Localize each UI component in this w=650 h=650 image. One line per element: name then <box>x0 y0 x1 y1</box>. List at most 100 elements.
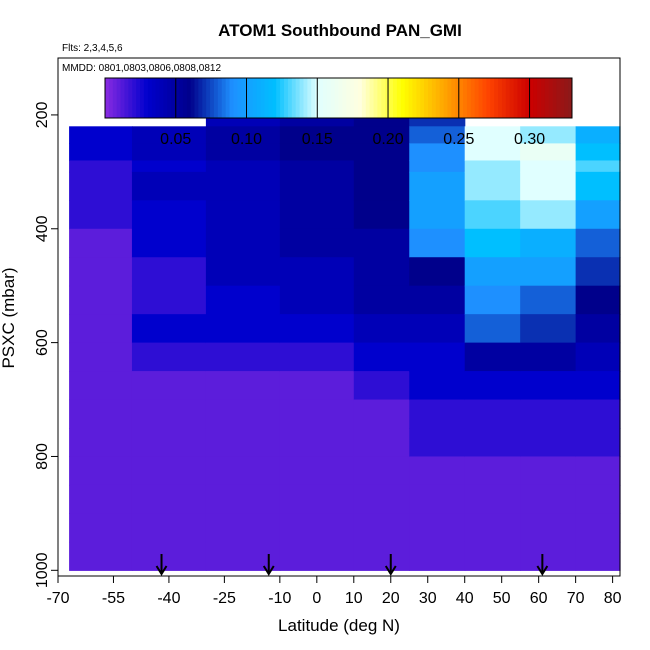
heatmap-cell <box>353 342 410 372</box>
heatmap-cell <box>353 513 410 543</box>
heatmap-cell <box>353 143 410 162</box>
heatmap-cell <box>520 160 577 173</box>
heatmap-cell <box>520 428 577 458</box>
heatmap-cell <box>69 513 133 543</box>
colorbar-segment <box>268 78 273 118</box>
colorbar-segment <box>151 78 157 118</box>
x-tick-label: 30 <box>419 590 437 607</box>
heatmap-cell <box>131 456 207 486</box>
heatmap-cell <box>575 342 621 372</box>
colorbar-segment <box>326 78 332 118</box>
colorbar-segment <box>280 78 285 118</box>
flights-label: Flts: 2,3,4,5,6 <box>62 43 123 54</box>
colorbar-segment <box>548 78 554 118</box>
colorbar-segment <box>361 78 367 118</box>
colorbar-segment <box>311 78 316 118</box>
heatmap-cell <box>520 399 577 429</box>
colorbar-segment <box>252 78 258 118</box>
colorbar-segment <box>389 78 394 118</box>
heatmap-cell <box>279 399 355 429</box>
colorbar-segment <box>396 78 402 118</box>
heatmap-cell <box>279 160 355 173</box>
colorbar-tick-label: 0.05 <box>160 131 191 148</box>
plot-area <box>69 103 621 571</box>
colorbar-segment <box>221 78 227 118</box>
colorbar-segment <box>439 78 445 118</box>
colorbar-segment <box>490 78 495 118</box>
colorbar-segment <box>552 78 557 118</box>
colorbar-segment <box>272 78 277 118</box>
heatmap-cell <box>409 314 466 344</box>
colorbar-segment <box>248 78 254 118</box>
colorbar-segment <box>459 78 464 118</box>
heatmap-cell <box>575 314 621 344</box>
heatmap-cell <box>520 541 577 571</box>
colorbar-segment <box>447 78 452 118</box>
heatmap-cell <box>409 285 466 315</box>
colorbar-segment <box>264 78 269 118</box>
heatmap-cell <box>464 200 521 230</box>
heatmap-cell <box>353 228 410 258</box>
colorbar-segment <box>540 78 546 118</box>
flight-markers <box>155 554 549 576</box>
heatmap-cell <box>69 143 133 162</box>
heatmap-cell <box>409 228 466 258</box>
colorbar-segment <box>392 78 398 118</box>
heatmap-cell <box>205 484 281 514</box>
colorbar-segment <box>330 78 336 118</box>
colorbar-segment <box>233 78 238 118</box>
heatmap-cell <box>575 399 621 429</box>
heatmap-cell <box>279 126 355 144</box>
heatmap-cell <box>131 143 207 162</box>
colorbar-segment <box>455 78 460 118</box>
heatmap-cell <box>353 399 410 429</box>
heatmap-cell <box>520 314 577 344</box>
y-tick-label: 600 <box>34 329 51 356</box>
heatmap-cell <box>69 171 133 201</box>
heatmap-cell <box>575 484 621 514</box>
x-tick-label: 10 <box>345 590 363 607</box>
heatmap-cell <box>520 513 577 543</box>
colorbar-segment <box>474 78 480 118</box>
heatmap-cell <box>131 126 207 144</box>
heatmap-cell <box>464 428 521 458</box>
heatmap-cell <box>464 228 521 258</box>
colorbar-segment <box>404 78 410 118</box>
heatmap-cell <box>409 143 466 162</box>
colorbar-segment <box>198 78 203 118</box>
heatmap-cell <box>279 428 355 458</box>
colorbar-segment <box>136 78 141 118</box>
heatmap-cell <box>205 342 281 372</box>
heatmap-cell <box>279 484 355 514</box>
colorbar-segment <box>498 78 503 118</box>
heatmap-cell <box>464 314 521 344</box>
heatmap-cell <box>409 484 466 514</box>
flight-marker-arrowhead <box>384 565 397 576</box>
heatmap-cell <box>69 160 133 173</box>
heatmap-cell <box>279 456 355 486</box>
colorbar-segment <box>178 78 184 118</box>
colorbar-segment <box>525 78 530 118</box>
colorbar-tick-label: 0.25 <box>443 131 474 148</box>
colorbar-segment <box>416 78 421 118</box>
heatmap-cell <box>520 200 577 230</box>
chart-title: ATOM1 Southbound PAN_GMI <box>218 21 462 40</box>
heatmap-cell <box>205 126 281 144</box>
heatmap-cell <box>131 541 207 571</box>
colorbar-segment <box>159 78 164 118</box>
colorbar-segment <box>319 78 324 118</box>
heatmap-cell <box>131 314 207 344</box>
heatmap-cell <box>279 200 355 230</box>
colorbar-segment <box>206 78 211 118</box>
heatmap-cell <box>464 456 521 486</box>
heatmap-cell <box>520 228 577 258</box>
colorbar-tick-label: 0.15 <box>302 131 333 148</box>
colorbar-segment <box>408 78 413 118</box>
heatmap-cell <box>575 456 621 486</box>
colorbar-segment <box>451 78 456 118</box>
colorbar-segment <box>202 78 207 118</box>
dates-label: MMDD: 0801,0803,0806,0808,0812 <box>62 63 221 74</box>
heatmap-cell <box>464 513 521 543</box>
heatmap-cell <box>575 126 621 144</box>
